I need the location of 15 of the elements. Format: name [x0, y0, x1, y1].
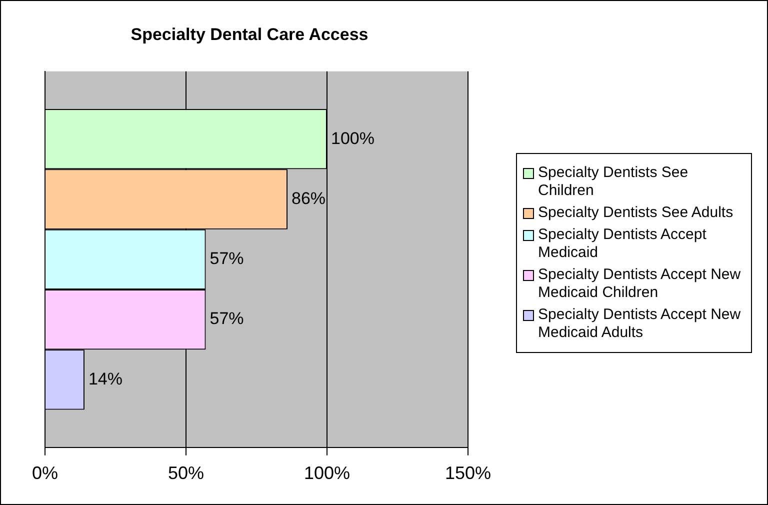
legend-label: Specialty Dentists See Children [538, 164, 690, 200]
text: 100% [331, 128, 374, 148]
text: 14% [88, 368, 123, 388]
text: 57% [210, 248, 244, 268]
legend-label: Specialty Dentists Accept New Medicaid Children [538, 266, 742, 302]
x-tick-label: 100% [304, 462, 350, 483]
chart-title: Specialty Dental Care Access [130, 24, 368, 44]
x-tick-label: 150% [444, 462, 492, 483]
legend-label: Specialty Dentists See Adults [538, 204, 734, 222]
legend-label: Specialty Dentists Accept New Medicaid Adults [538, 306, 742, 342]
text: 86% [292, 188, 326, 208]
x-tick-label: 50% [168, 462, 204, 483]
legend-label: Specialty Dentists Accept Medicaid [538, 226, 708, 262]
text: 57% [210, 308, 244, 328]
x-tick-label: 0% [32, 462, 58, 483]
